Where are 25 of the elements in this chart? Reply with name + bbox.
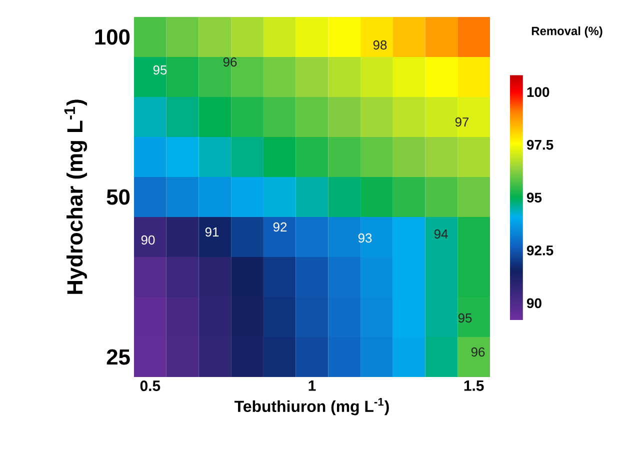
y-tick-label: 25 [106,349,130,365]
color-bar-label: 97.5 [526,140,554,150]
y-tick-label: 50 [106,189,130,205]
x-axis-title: Tebuthiuron (mg L$^{-1}$) [234,398,389,416]
annotation: 96 [471,347,485,357]
annotation: 95 [458,313,472,323]
annotation: 97 [455,117,469,127]
x-tick-label: 1 [308,380,316,391]
annotation: 92 [273,222,287,232]
color-bar-label: 95 [526,192,542,203]
color-bar-label: 92.5 [526,245,554,256]
color-bar-label: 100 [527,87,550,97]
annotation: 91 [205,227,219,237]
x-tick-label: 0.5 [140,380,160,392]
annotation: 96 [223,57,237,67]
annotation: 98 [373,40,387,50]
annotation: 94 [434,229,448,239]
annotation: 90 [141,235,155,245]
color-bar-title: Removal (%) [532,26,602,38]
annotation: 93 [358,233,372,243]
y-tick-label: 100 [95,29,130,45]
x-tick-label: 1.5 [464,380,484,391]
y-axis-title: Hydrochar (mg L$^{-1}$) [64,100,88,294]
annotation: 95 [153,65,167,75]
color-bar-label: 90 [526,298,542,308]
